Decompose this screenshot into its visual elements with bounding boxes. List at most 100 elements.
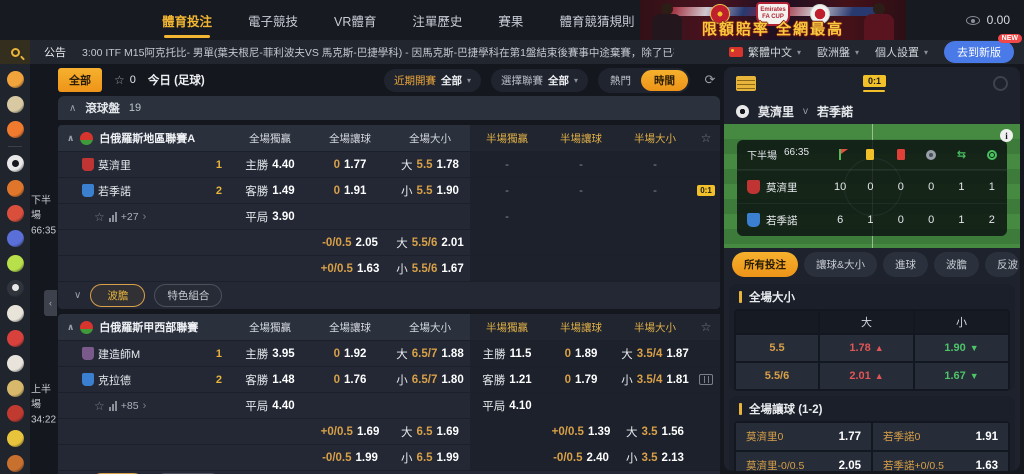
odds-cell[interactable]: 小 3.5 2.13: [618, 445, 692, 470]
language-select[interactable]: 繁體中文 ▾: [728, 44, 801, 60]
market-tab-所有投注[interactable]: 所有投注: [732, 252, 798, 277]
live-score-badge[interactable]: 0:1: [697, 185, 715, 196]
odds-cell[interactable]: 小 6.5/7 1.80: [390, 367, 470, 392]
odds-cell[interactable]: 0 1.79: [544, 367, 618, 392]
odds-cell[interactable]: -: [470, 204, 544, 229]
soccer-icon[interactable]: [6, 155, 24, 172]
odds-cell[interactable]: -: [470, 152, 544, 177]
nav-item-電子競技[interactable]: 電子競技: [248, 14, 299, 29]
odds-cell[interactable]: 主勝 11.5: [470, 341, 544, 366]
stats-chart-icon[interactable]: [108, 211, 117, 222]
recent-matches-dropdown[interactable]: 近期開賽 全部 ▾: [383, 68, 481, 92]
odds-cell[interactable]: 客勝 1.48: [230, 367, 310, 392]
market-tab-反波膽[interactable]: 反波膽: [985, 252, 1020, 277]
odds-cell[interactable]: 大 6.5 1.69: [390, 419, 470, 444]
tennis-icon[interactable]: [6, 255, 24, 272]
special-combo-pill[interactable]: 特色組合: [154, 284, 223, 307]
odds-cell[interactable]: 小 5.5/6 1.67: [390, 256, 470, 281]
odds-cell[interactable]: -: [618, 178, 692, 203]
badminton-icon[interactable]: [6, 305, 24, 322]
ou-line-cell[interactable]: 5.5/6: [736, 363, 818, 389]
odds-cell[interactable]: 主勝 4.40: [230, 152, 310, 177]
odds-cell[interactable]: 小 3.5/4 1.81: [618, 367, 692, 392]
nav-item-注單歷史[interactable]: 注單歷史: [412, 14, 463, 29]
odds-cell[interactable]: 0 1.91: [310, 178, 390, 203]
odds-type-select[interactable]: 歐洲盤 ▾: [816, 47, 859, 59]
handicap-odds-cell[interactable]: 莫濟里-0/0.5 2.05: [736, 452, 871, 471]
odds-cell[interactable]: 平局 4.10: [470, 393, 544, 418]
nav-item-體育競猜規則[interactable]: 體育競猜規則: [559, 14, 635, 29]
team-cell[interactable]: 若季諾 2: [58, 178, 230, 203]
billiards-icon[interactable]: [6, 280, 24, 297]
new-version-button[interactable]: 去到新版 NEW: [944, 34, 1022, 63]
promo-banner[interactable]: Emirates FA CUP 限額賠率 全網最高: [640, 0, 906, 40]
odds-cell[interactable]: 大 6.5/7 1.88: [390, 341, 470, 366]
odds-cell[interactable]: +0/0.5 1.39: [544, 419, 618, 444]
odds-cell[interactable]: 0 1.92: [310, 341, 390, 366]
live-section-header[interactable]: ∧ 滾球盤 19: [58, 96, 720, 120]
filter-all-button[interactable]: 全部: [58, 68, 102, 92]
odds-cell[interactable]: 大 5.5/6 2.01: [390, 230, 470, 255]
softball-icon[interactable]: [6, 430, 24, 447]
odds-cell[interactable]: -0/0.5 1.99: [310, 445, 390, 470]
fire-icon[interactable]: [6, 121, 24, 138]
gaming-icon[interactable]: [6, 230, 24, 247]
stats-chart-icon[interactable]: [108, 400, 117, 411]
nav-item-體育投注[interactable]: 體育投注: [162, 5, 212, 38]
ou-under-odds[interactable]: 1.90 ▼: [915, 335, 1008, 361]
handball-icon[interactable]: [6, 380, 24, 397]
odds-cell[interactable]: -: [544, 178, 618, 203]
sort-time-button[interactable]: 時間: [641, 69, 688, 91]
odds-cell[interactable]: 0 1.77: [310, 152, 390, 177]
eye-icon[interactable]: [965, 15, 980, 25]
odds-cell[interactable]: 小 6.5 1.99: [390, 445, 470, 470]
esports-icon[interactable]: [6, 205, 24, 222]
star-icon[interactable]: ☆: [692, 314, 720, 340]
scoreboard-tab[interactable]: 0:1: [862, 74, 886, 92]
odds-cell[interactable]: -: [618, 152, 692, 177]
odds-cell[interactable]: 大 5.5 1.78: [390, 152, 470, 177]
league-select-dropdown[interactable]: 選擇聯賽 全部 ▾: [490, 68, 588, 92]
basketball-icon[interactable]: [6, 180, 24, 197]
odds-cell[interactable]: 平局 3.90: [230, 204, 310, 229]
odds-cell[interactable]: -: [544, 152, 618, 177]
correct-score-pill[interactable]: 波膽: [90, 284, 146, 307]
search-button[interactable]: [0, 40, 30, 64]
odds-cell[interactable]: 平局 4.40: [230, 393, 310, 418]
ou-over-odds[interactable]: 1.78 ▲: [820, 335, 913, 361]
odds-cell[interactable]: 0 1.89: [544, 341, 618, 366]
coin-icon[interactable]: [6, 71, 24, 88]
refresh-icon[interactable]: ⟳: [704, 72, 716, 87]
star-icon[interactable]: ☆: [94, 398, 105, 413]
ou-over-odds[interactable]: 2.01 ▲: [820, 363, 913, 389]
ice-hockey-icon[interactable]: [6, 405, 24, 422]
collapse-sidebar-handle[interactable]: ‹: [44, 290, 57, 316]
nav-item-賽果[interactable]: 賽果: [498, 14, 524, 29]
odds-cell[interactable]: 小 5.5 1.90: [390, 178, 470, 203]
handicap-odds-cell[interactable]: 若季諾+0/0.5 1.63: [873, 452, 1008, 471]
volleyball-icon[interactable]: [6, 96, 24, 113]
ou-under-odds[interactable]: 1.67 ▼: [915, 363, 1008, 389]
favorites-filter[interactable]: ☆ 0: [114, 73, 136, 87]
odds-cell[interactable]: 大 3.5/4 1.87: [618, 341, 692, 366]
nav-item-VR體育[interactable]: VR體育: [334, 14, 377, 29]
ou-line-cell[interactable]: 5.5: [736, 335, 818, 361]
odds-cell[interactable]: 客勝 1.21: [470, 367, 544, 392]
handicap-odds-cell[interactable]: 若季諾0 1.91: [873, 423, 1008, 450]
league-name-cell[interactable]: ∧ 白俄羅斯地區聯賽A: [58, 125, 230, 151]
chevron-down-icon[interactable]: ∨: [74, 290, 82, 301]
stats-view-icon[interactable]: [699, 374, 713, 385]
handicap-odds-cell[interactable]: 莫濟里0 1.77: [736, 423, 871, 450]
star-icon[interactable]: ☆: [692, 125, 720, 151]
market-tab-讓球&大小[interactable]: 讓球&大小: [804, 252, 878, 277]
team-cell[interactable]: 建造師M 1: [58, 341, 230, 366]
table-tennis-icon[interactable]: [6, 330, 24, 347]
odds-cell[interactable]: +0/0.5 1.69: [310, 419, 390, 444]
odds-cell[interactable]: -0/0.5 2.05: [310, 230, 390, 255]
odds-cell[interactable]: 大 3.5 1.56: [618, 419, 692, 444]
american-football-icon[interactable]: [6, 455, 24, 472]
odds-cell[interactable]: -: [470, 178, 544, 203]
team-cell[interactable]: 克拉德 2: [58, 367, 230, 392]
league-name-cell[interactable]: ∧ 白俄羅斯甲西部聯賽: [58, 314, 230, 340]
panel-refresh-icon[interactable]: [992, 75, 1008, 91]
